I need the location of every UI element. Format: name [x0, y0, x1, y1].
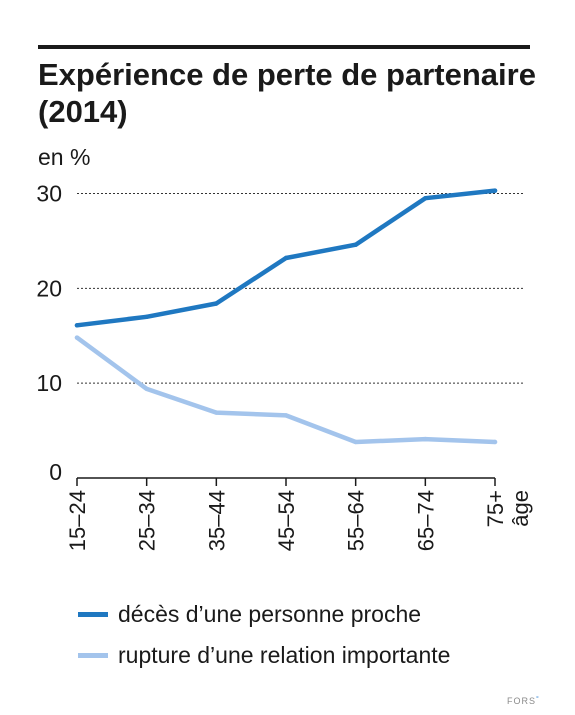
- title-rule: [38, 45, 530, 49]
- credit-mark: °: [536, 696, 540, 703]
- x-tick-label-0: 15–24: [65, 490, 90, 551]
- series-0-point-0: [74, 323, 80, 328]
- line-chart: en % 0 10 20 30 15–24 25–34 35–44 45–54 55–64 65–7…: [36, 144, 533, 551]
- x-tick-label-5: 65–74: [413, 490, 438, 551]
- x-tick-label-3: 45–54: [274, 490, 299, 551]
- legend-label-rupture: rupture d’une relation importante: [118, 642, 451, 668]
- series-line-1: [74, 335, 498, 445]
- series-1-point-1: [144, 386, 149, 392]
- series-0-point-5: [423, 196, 428, 201]
- series-1-point-5: [423, 436, 428, 442]
- legend-label-deces: décès d’une personne proche: [118, 601, 422, 627]
- series-0-point-3: [283, 255, 289, 261]
- legend-item-rupture: rupture d’une relation importante: [78, 640, 538, 670]
- series-1-point-2: [214, 410, 219, 415]
- series-0-point-2: [214, 301, 219, 306]
- x-tick-label-2: 35–44: [204, 490, 229, 551]
- y-axis-unit-label: en %: [38, 144, 90, 170]
- series-1-point-6: [492, 439, 498, 445]
- series-1-point-0: [74, 335, 80, 340]
- legend-swatch-rupture: [78, 653, 108, 658]
- x-tick-label-1: 25–34: [135, 490, 160, 551]
- series-0-point-4: [353, 242, 358, 247]
- source-credit: FORS°: [507, 696, 540, 706]
- legend-item-deces: décès d’une personne proche: [78, 599, 538, 629]
- series-1-point-4: [353, 439, 358, 445]
- legend-swatch-deces: [78, 612, 108, 617]
- series-1-point-3: [283, 413, 289, 418]
- x-axis-title: âge: [508, 490, 533, 527]
- y-tick-label-10: 10: [36, 370, 62, 396]
- chart-title: Expérience de perte de partenaire (2014): [38, 57, 536, 129]
- y-tick-label-20: 20: [36, 275, 62, 301]
- x-tick-label-4: 55–64: [344, 490, 369, 551]
- y-tick-label-0: 0: [49, 459, 62, 485]
- y-tick-label-30: 30: [36, 180, 62, 206]
- x-tick-label-6: 75+: [483, 490, 508, 527]
- series-0-point-6: [492, 188, 498, 193]
- series-0-point-1: [144, 314, 149, 319]
